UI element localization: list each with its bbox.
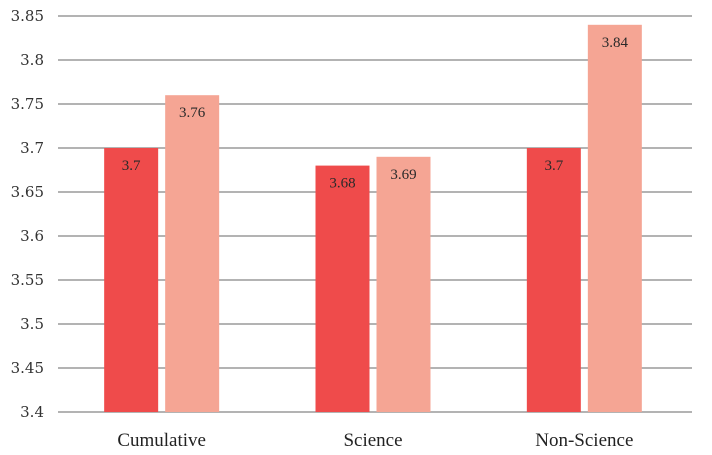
- y-tick-label: 3.45: [11, 359, 44, 377]
- bar-series2-non-science: [587, 24, 642, 413]
- bars: [104, 24, 642, 413]
- bar-series2-cumulative: [165, 95, 220, 412]
- bar-series1-science: [315, 165, 370, 412]
- data-label: 3.84: [602, 35, 629, 51]
- data-label: 3.7: [544, 158, 563, 174]
- bar-series1-cumulative: [104, 148, 159, 412]
- x-category-label: Non-Science: [535, 430, 633, 451]
- data-label: 3.68: [329, 176, 355, 192]
- y-tick-label: 3.7: [20, 139, 44, 157]
- data-label: 3.69: [390, 167, 416, 183]
- y-tick-label: 3.65: [11, 183, 44, 201]
- x-axis-categories: Cumulative Science Non-Science: [117, 430, 633, 451]
- y-axis-ticks: 3.4 3.45 3.5 3.55 3.6 3.65 3.7 3.75 3.8 3.85: [11, 7, 44, 421]
- gridlines: [58, 15, 692, 413]
- y-tick-label: 3.4: [20, 403, 44, 421]
- y-tick-label: 3.5: [20, 315, 44, 333]
- x-category-label: Cumulative: [117, 430, 206, 451]
- y-tick-label: 3.6: [20, 227, 44, 245]
- y-tick-label: 3.8: [20, 51, 44, 69]
- x-category-label: Science: [343, 430, 402, 451]
- y-tick-label: 3.55: [11, 271, 44, 289]
- data-label: 3.7: [122, 158, 141, 174]
- y-tick-label: 3.75: [11, 95, 44, 113]
- data-labels: 3.7 3.76 3.68 3.69 3.7 3.84: [122, 35, 629, 192]
- bar-series1-non-science: [526, 148, 581, 412]
- bar-series2-science: [376, 156, 431, 412]
- y-tick-label: 3.85: [11, 7, 44, 25]
- data-label: 3.76: [179, 105, 206, 121]
